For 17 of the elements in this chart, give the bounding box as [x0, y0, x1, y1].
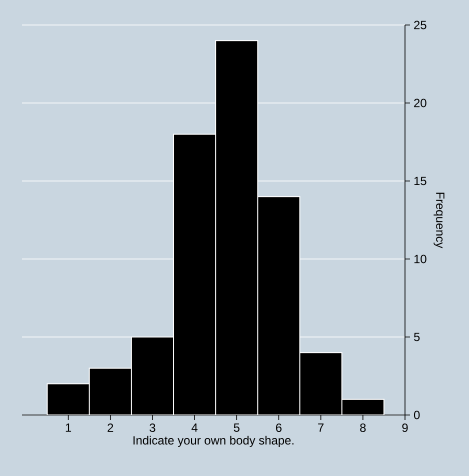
- x-tick-label: 1: [66, 424, 72, 432]
- x-tick-label: 2: [108, 424, 114, 432]
- x-tick-label: 8: [360, 424, 366, 432]
- y-tick-label: 20: [414, 98, 426, 108]
- y-tick-label: 10: [414, 254, 426, 264]
- y-tick-label: 5: [414, 332, 420, 342]
- x-tick-label: 7: [318, 424, 324, 432]
- y-axis-title: Frequency: [434, 192, 444, 248]
- x-tick-label: 3: [150, 424, 156, 432]
- x-tick-label: 6: [276, 424, 282, 432]
- x-tick-label: 4: [192, 424, 198, 432]
- x-tick-label: 9: [402, 424, 408, 432]
- x-tick-label: 5: [234, 424, 240, 432]
- y-tick-label: 25: [414, 20, 426, 30]
- x-axis-title: Indicate your own body shape.: [134, 436, 294, 447]
- y-tick-label: 0: [414, 410, 420, 420]
- y-tick-label: 15: [414, 176, 426, 186]
